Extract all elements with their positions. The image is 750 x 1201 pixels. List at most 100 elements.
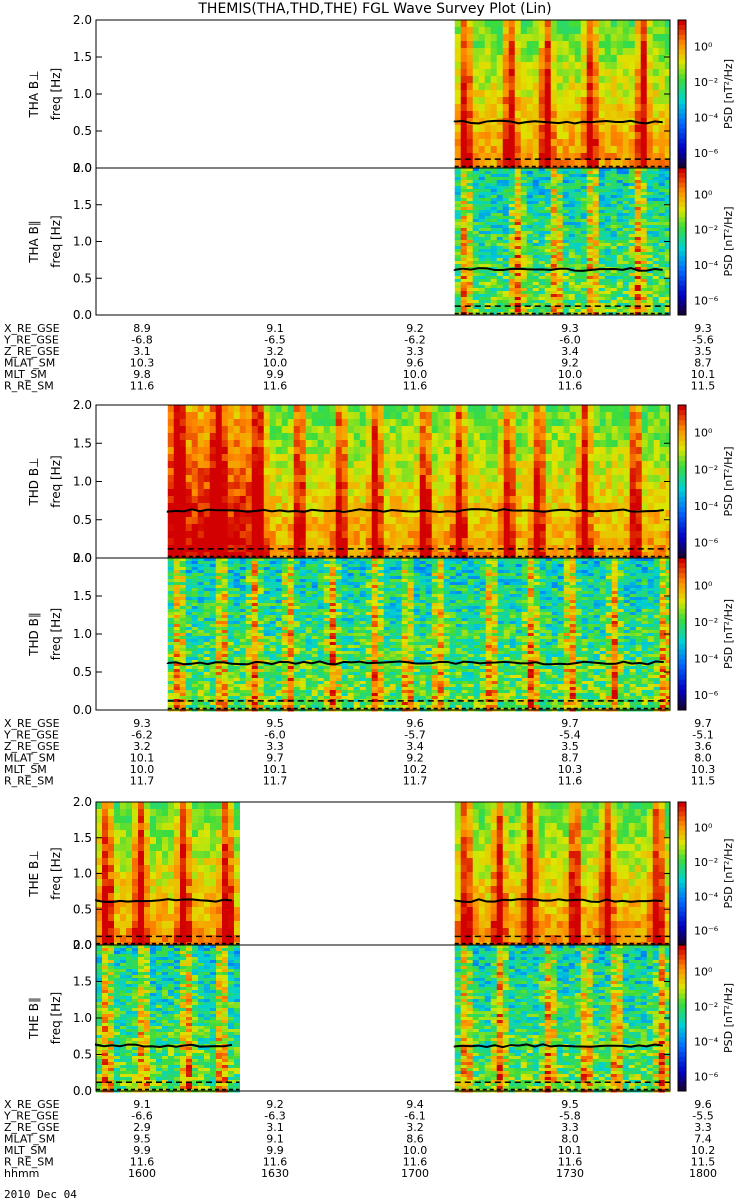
spectrogram-cell xyxy=(497,210,504,214)
spectrogram-cell xyxy=(600,524,607,532)
spectrogram-cell xyxy=(198,561,205,565)
spectrogram-cell xyxy=(575,258,582,262)
spectrogram-cell xyxy=(186,426,193,434)
spectrogram-cell xyxy=(605,288,612,292)
spectrogram-cell xyxy=(228,468,235,476)
spectrogram-cell xyxy=(648,461,655,469)
spectrogram-cell xyxy=(527,294,534,298)
spectrogram-cell xyxy=(534,412,541,420)
spectrogram-cell xyxy=(575,183,582,187)
spectrogram-cell xyxy=(582,440,589,448)
spectrogram-cell xyxy=(570,482,577,490)
spectrogram-cell xyxy=(527,69,534,77)
spectrogram-cell xyxy=(624,454,631,462)
spectrogram-cell xyxy=(198,639,205,643)
spectrogram-cell xyxy=(180,517,187,525)
spectrogram-cell xyxy=(210,615,217,619)
spectrogram-cell xyxy=(384,538,391,546)
spectrogram-cell xyxy=(198,579,205,583)
spectrogram-cell xyxy=(461,171,468,175)
spectrogram-cell xyxy=(498,419,505,427)
spectrogram-cell xyxy=(629,55,636,63)
spectrogram-cell xyxy=(497,282,504,286)
spectrogram-cell xyxy=(402,440,409,448)
spectrogram-cell xyxy=(228,433,235,441)
spectrogram-cell xyxy=(521,192,528,196)
spectrogram-cell xyxy=(468,447,475,455)
spectrogram-cell xyxy=(522,447,529,455)
spectrogram-cell xyxy=(522,489,529,497)
spectrogram-cell xyxy=(402,503,409,511)
spectrogram-cell xyxy=(552,538,559,546)
spectrogram-cell xyxy=(540,517,547,525)
spectrogram-cell xyxy=(461,62,468,70)
spectrogram-cell xyxy=(527,189,534,193)
spectrogram-cell xyxy=(509,90,516,98)
spectrogram-cell xyxy=(246,412,253,420)
spectrogram-cell xyxy=(557,279,564,283)
spectrogram-cell xyxy=(600,482,607,490)
spectrogram-cell xyxy=(503,34,510,42)
spectrogram-cell xyxy=(635,291,642,295)
spectrogram-cell xyxy=(210,669,217,673)
spectrogram-cell xyxy=(174,588,181,592)
spectrogram-cell xyxy=(294,475,301,483)
spectrogram-cell xyxy=(492,496,499,504)
spectrogram-cell xyxy=(288,461,295,469)
spectrogram-cell xyxy=(522,440,529,448)
spectrogram-cell xyxy=(527,258,534,262)
spectrogram-cell xyxy=(204,606,211,610)
spectrogram-cell xyxy=(521,83,528,91)
spectrogram-cell xyxy=(354,426,361,434)
spectrogram-cell xyxy=(647,168,654,172)
spectrogram-cell xyxy=(210,597,217,601)
spectrogram-cell xyxy=(545,180,552,184)
spectrogram-cell xyxy=(384,405,391,413)
spectrogram-cell xyxy=(270,454,277,462)
spectrogram-cell xyxy=(558,440,565,448)
spectrogram-cell xyxy=(467,180,474,184)
spectrogram-cell xyxy=(198,681,205,685)
spectrogram-cell xyxy=(491,97,498,105)
spectrogram-cell xyxy=(485,125,492,133)
spectrogram-cell xyxy=(533,207,540,211)
spectrogram-cell xyxy=(491,225,498,229)
spectrogram-cell xyxy=(204,454,211,462)
spectrogram-cell xyxy=(186,624,193,628)
colorbar-cell xyxy=(678,40,686,45)
spectrogram-cell xyxy=(653,291,660,295)
spectrogram-cell xyxy=(546,524,553,532)
spectrogram-cell xyxy=(468,496,475,504)
spectrogram-cell xyxy=(491,246,498,250)
spectrogram-cell xyxy=(270,419,277,427)
spectrogram-cell xyxy=(390,538,397,546)
spectrogram-cell xyxy=(527,291,534,295)
spectrogram-cell xyxy=(174,693,181,697)
spectrogram-cell xyxy=(521,198,528,202)
spectrogram-cell xyxy=(198,482,205,490)
spectrogram-cell xyxy=(324,468,331,476)
colorbar-cell xyxy=(678,99,686,104)
spectrogram-cell xyxy=(492,461,499,469)
spectrogram-cell xyxy=(587,219,594,223)
spectrogram-cell xyxy=(444,405,451,413)
spectrogram-cell xyxy=(497,139,504,147)
spectrogram-cell xyxy=(564,517,571,525)
spectrogram-cell xyxy=(611,237,618,241)
spectrogram-cell xyxy=(288,426,295,434)
spectrogram-cell xyxy=(492,454,499,462)
spectrogram-cell xyxy=(521,273,528,277)
spectrogram-cell xyxy=(312,496,319,504)
spectrogram-cell xyxy=(570,447,577,455)
spectrogram-cell xyxy=(204,558,211,562)
spectrogram-cell xyxy=(408,496,415,504)
spectrogram-cell xyxy=(533,213,540,217)
spectrogram-cell xyxy=(618,531,625,539)
spectrogram-cell xyxy=(192,606,199,610)
spectrogram-cell xyxy=(432,440,439,448)
spectrogram-cell xyxy=(455,48,462,56)
spectrogram-cell xyxy=(570,433,577,441)
spectrogram-cell xyxy=(198,678,205,682)
colorbar-cell xyxy=(678,119,686,124)
